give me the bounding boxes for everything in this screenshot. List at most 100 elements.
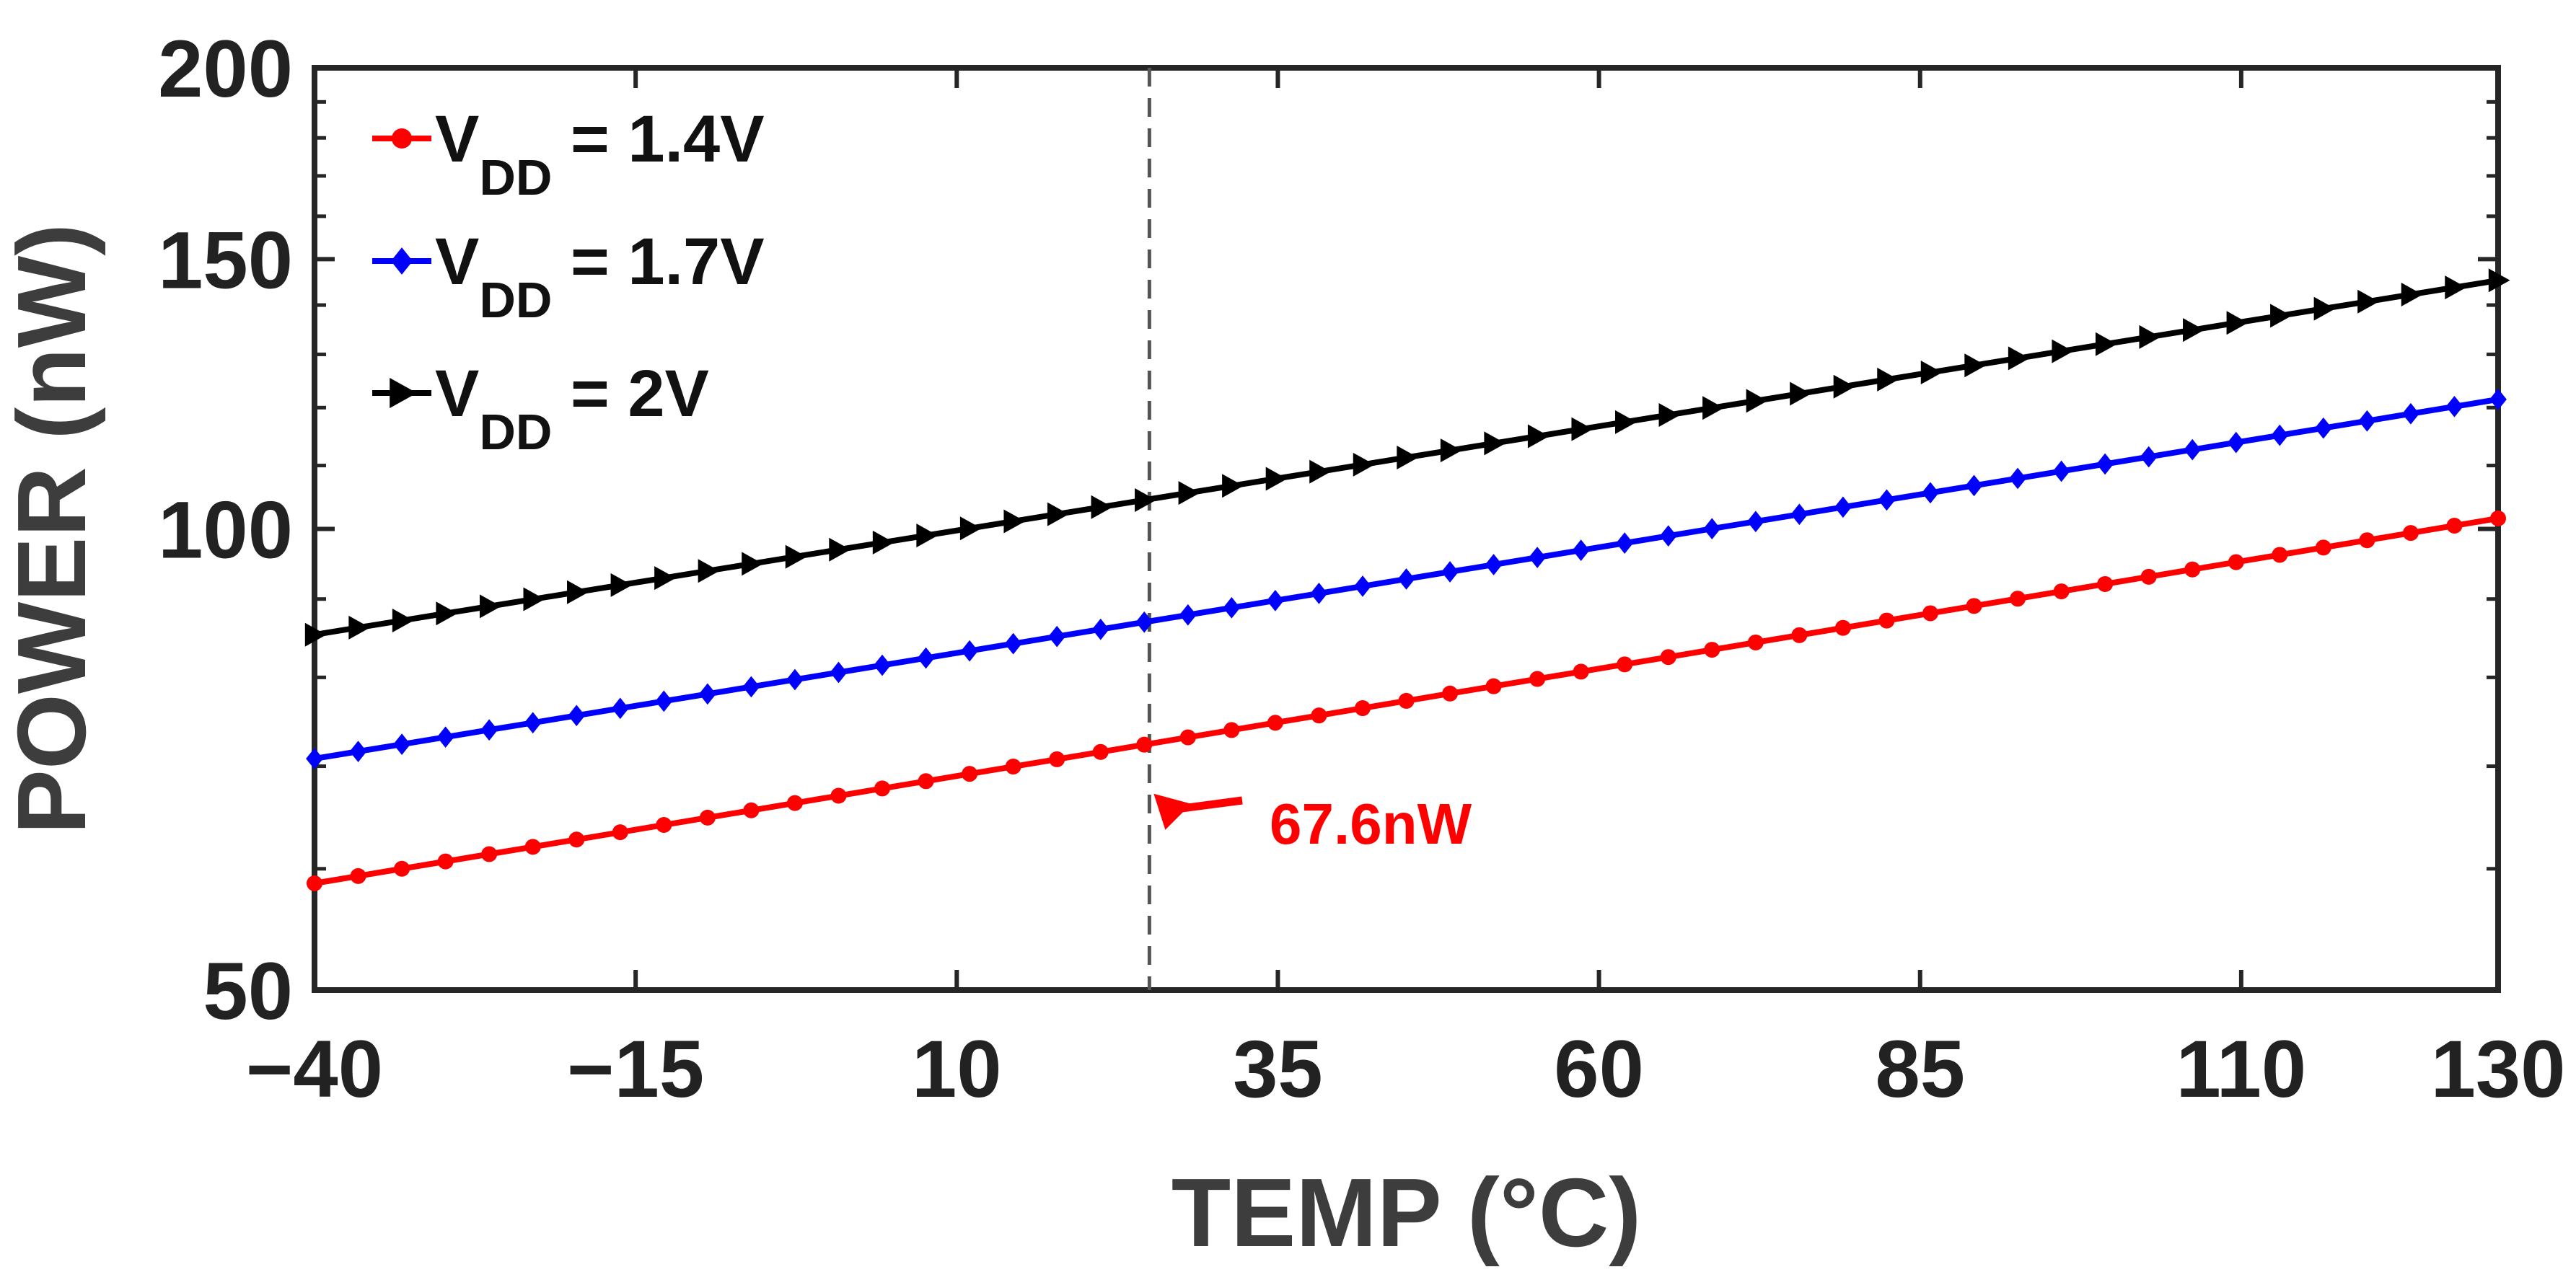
data-point-diamond	[2184, 438, 2202, 461]
data-point-circle	[1092, 743, 1109, 760]
legend-label: VDD = 1.4V	[435, 102, 765, 206]
data-point-circle	[2097, 575, 2114, 592]
data-point-triangle	[916, 524, 938, 548]
data-point-circle	[392, 128, 412, 149]
series-2	[306, 388, 2507, 769]
y-tick-label: 150	[158, 215, 293, 305]
data-point-circle	[2315, 539, 2331, 556]
data-point-circle	[2184, 561, 2201, 578]
data-point-triangle	[2270, 304, 2292, 328]
data-point-diamond	[524, 712, 542, 734]
data-point-circle	[568, 831, 585, 848]
data-point-circle	[2010, 591, 2026, 607]
data-point-circle	[1834, 619, 1851, 636]
data-point-circle	[1354, 700, 1371, 717]
data-point-circle	[1573, 663, 1589, 680]
x-tick-label: −15	[567, 1024, 704, 1114]
data-point-triangle	[1615, 410, 1637, 434]
data-point-diamond	[1223, 596, 1241, 619]
data-point-diamond	[1091, 618, 1109, 640]
data-point-triangle	[698, 559, 720, 583]
data-point-triangle	[1484, 431, 1506, 456]
x-tick-label: 10	[912, 1024, 1002, 1114]
data-point-diamond	[1179, 604, 1197, 626]
data-point-circle	[394, 860, 410, 877]
data-point-circle	[1442, 685, 1459, 702]
data-point-diamond	[393, 733, 410, 756]
data-point-circle	[1485, 678, 1502, 694]
data-point-triangle	[654, 566, 676, 591]
y-tick-label: 200	[158, 24, 293, 114]
legend-label: VDD = 1.7V	[435, 225, 765, 328]
x-tick-label: −40	[246, 1024, 383, 1114]
y-tick-label: 50	[203, 946, 293, 1036]
data-point-diamond	[830, 661, 848, 684]
data-point-diamond	[2445, 395, 2463, 418]
data-point-diamond	[917, 647, 935, 669]
legend-label-subscript: DD	[479, 404, 552, 460]
data-point-circle	[2402, 525, 2419, 542]
data-point-circle	[1223, 722, 1240, 738]
legend-label-main: V	[435, 357, 479, 430]
data-point-circle	[1529, 671, 1546, 687]
data-point-circle	[1398, 692, 1415, 709]
data-point-diamond	[2009, 467, 2026, 490]
data-point-circle	[743, 802, 760, 818]
data-point-diamond	[2271, 424, 2289, 446]
data-point-triangle	[1222, 474, 1244, 498]
x-tick-label: 110	[2176, 1024, 2307, 1114]
data-point-circle	[1049, 751, 1065, 767]
data-point-diamond	[786, 668, 804, 691]
data-point-circle	[612, 824, 628, 841]
data-point-circle	[656, 817, 672, 834]
data-point-triangle	[348, 615, 371, 640]
x-tick-label: 85	[1875, 1024, 1965, 1114]
data-point-diamond	[1922, 482, 1939, 504]
data-point-diamond	[1746, 511, 1764, 533]
data-point-triangle	[436, 601, 458, 626]
data-point-circle	[1267, 715, 1283, 731]
data-point-diamond	[1616, 532, 1634, 554]
data-point-triangle	[2052, 339, 2074, 363]
series-group	[304, 268, 2510, 891]
data-point-diamond	[1267, 590, 1284, 611]
data-point-circle	[874, 780, 891, 797]
data-point-circle	[307, 875, 322, 891]
data-point-circle	[437, 853, 454, 870]
data-point-triangle	[1964, 353, 1987, 378]
data-point-triangle	[1527, 424, 1549, 449]
data-point-circle	[2446, 517, 2463, 534]
data-point-triangle	[479, 594, 501, 619]
data-point-circle	[2228, 554, 2244, 570]
data-point-triangle	[1833, 374, 1855, 399]
data-point-diamond	[480, 719, 498, 741]
data-point-triangle	[304, 622, 327, 647]
data-point-triangle	[959, 516, 982, 541]
legend-label-rest: = 2V	[552, 357, 708, 430]
data-point-triangle	[2183, 318, 2204, 343]
data-point-diamond	[1790, 503, 1808, 526]
data-point-triangle	[2445, 275, 2466, 300]
data-point-circle	[481, 846, 498, 862]
data-point-triangle	[1877, 367, 1899, 392]
data-point-diamond	[655, 690, 673, 712]
data-point-triangle	[1265, 467, 1288, 491]
data-point-triangle	[523, 587, 545, 611]
data-point-triangle	[2401, 282, 2423, 306]
data-point-diamond	[874, 654, 891, 676]
data-point-diamond	[1659, 525, 1677, 547]
data-point-diamond	[2227, 431, 2245, 454]
data-point-triangle	[1003, 509, 1026, 534]
annotation-arrow-head	[1153, 793, 1192, 830]
data-point-diamond	[568, 705, 586, 727]
data-point-diamond	[1048, 625, 1066, 648]
data-point-diamond	[2402, 402, 2419, 425]
data-point-diamond	[349, 741, 367, 762]
data-point-diamond	[2358, 410, 2376, 432]
data-point-diamond	[742, 676, 760, 698]
data-point-triangle	[742, 552, 763, 576]
data-point-diamond	[1004, 632, 1022, 655]
legend-item-3: VDD = 2V	[372, 357, 709, 460]
data-point-triangle	[1702, 396, 1724, 420]
